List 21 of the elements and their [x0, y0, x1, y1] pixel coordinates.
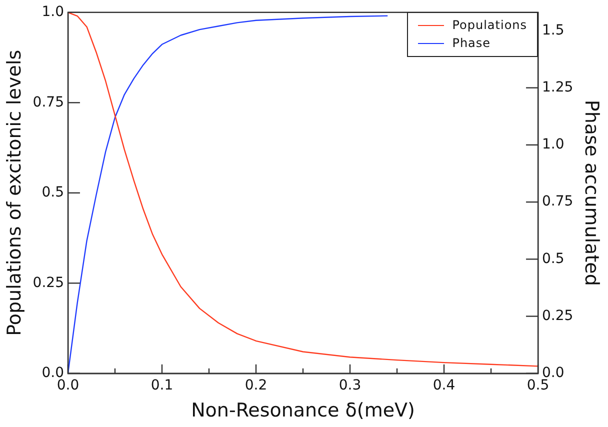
y-tick-label: 1.0	[42, 4, 64, 20]
x-tick-label: 0.3	[338, 377, 362, 394]
y-axis-title: Populations of excitonic levels	[3, 50, 26, 336]
y2-tick-label: 1.0	[542, 136, 564, 153]
x-tick-label: 0.1	[150, 377, 174, 394]
x-tick-label: 0.2	[244, 377, 268, 394]
y2-tick-label: 0.5	[542, 250, 564, 267]
y2-tick-label: 1.5	[542, 22, 564, 38]
y-tick-label: 0.75	[32, 94, 64, 110]
y2-tick-label: 0.25	[542, 308, 574, 324]
x-axis-title: Non-Resonance δ(meV)	[191, 400, 415, 422]
y2-tick-label: 0.75	[542, 194, 574, 210]
legend-label: Phase	[452, 36, 491, 50]
legend-label: Populations	[452, 18, 528, 32]
y2-tick-label: 1.25	[542, 79, 574, 96]
x-tick-label: 0.0	[56, 377, 80, 394]
x-tick-label: 0.4	[432, 377, 456, 394]
y-tick-label: 0.5	[42, 184, 64, 201]
y2-axis-title: Phase accumulated	[580, 100, 603, 286]
y-tick-label: 0.25	[32, 274, 64, 291]
x-tick-label: 0.5	[526, 377, 550, 394]
